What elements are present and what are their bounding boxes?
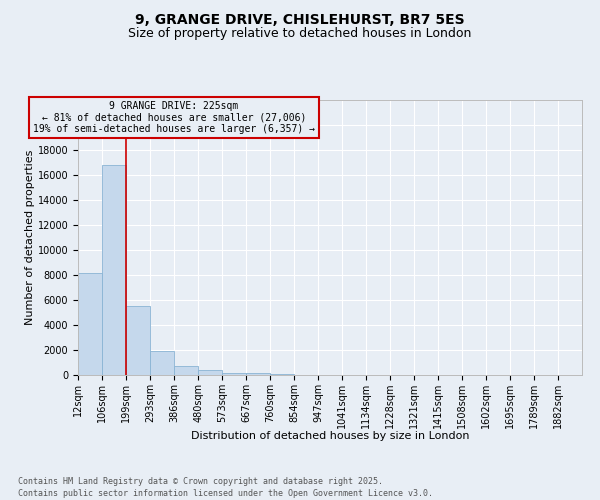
Bar: [198, 370, 222, 375]
Bar: [222, 372, 246, 375]
Bar: [150, 351, 174, 375]
Bar: [246, 373, 270, 375]
X-axis label: Distribution of detached houses by size in London: Distribution of detached houses by size …: [191, 431, 469, 441]
Text: Size of property relative to detached houses in London: Size of property relative to detached ho…: [128, 28, 472, 40]
Bar: [78, 272, 102, 375]
Text: 9 GRANGE DRIVE: 225sqm
← 81% of detached houses are smaller (27,006)
19% of semi: 9 GRANGE DRIVE: 225sqm ← 81% of detached…: [33, 101, 315, 134]
Bar: [102, 165, 126, 375]
Text: Contains HM Land Registry data © Crown copyright and database right 2025.: Contains HM Land Registry data © Crown c…: [18, 478, 383, 486]
Bar: [270, 374, 294, 375]
Y-axis label: Number of detached properties: Number of detached properties: [25, 150, 35, 325]
Bar: [126, 306, 150, 375]
Text: 9, GRANGE DRIVE, CHISLEHURST, BR7 5ES: 9, GRANGE DRIVE, CHISLEHURST, BR7 5ES: [135, 12, 465, 26]
Text: Contains public sector information licensed under the Open Government Licence v3: Contains public sector information licen…: [18, 489, 433, 498]
Bar: [174, 366, 198, 375]
